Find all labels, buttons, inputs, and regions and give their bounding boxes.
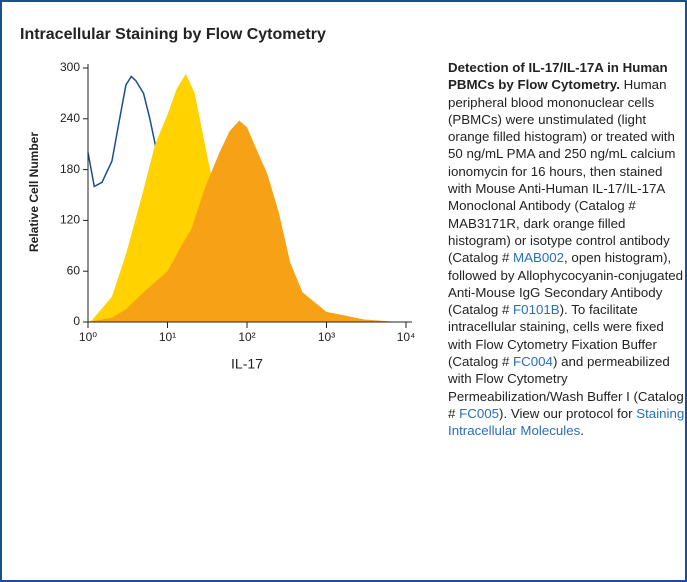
caption-text: ). View our protocol for	[499, 405, 637, 421]
x-tick-label: 10⁰	[79, 330, 97, 344]
x-axis-label: IL-17	[231, 356, 263, 372]
y-tick-label: 180	[60, 162, 80, 176]
chart: Relative Cell Number IL-17 0 60 120 180 240 3…	[27, 60, 416, 372]
panel-title: Intracellular Staining by Flow Cytometry	[20, 26, 326, 43]
caption-link[interactable]: F0101B	[513, 302, 560, 318]
y-tick-label: 60	[67, 263, 81, 277]
caption-text: ) and permeabilized with Flow Cytometry …	[448, 354, 684, 421]
y-tick-label: 300	[60, 60, 80, 74]
y-tick-label: 240	[60, 111, 80, 125]
caption-text: Human peripheral blood mononuclear cells…	[448, 77, 676, 266]
caption-text: .	[580, 423, 584, 439]
caption-text: Detection of IL-17/IL-17A in Human PBMCs…	[448, 60, 668, 93]
histogram-area	[88, 120, 399, 323]
x-tick-label: 10³	[318, 330, 335, 344]
caption: Detection of IL-17/IL-17A in Human PBMCs…	[448, 59, 686, 440]
caption-text: ). To facilitate intracellular staining,…	[448, 302, 664, 370]
x-tick-label: 10¹	[159, 330, 176, 344]
caption-link[interactable]: FC005	[459, 405, 500, 421]
x-tick-label: 10⁴	[397, 330, 416, 344]
caption-link[interactable]: MAB002	[513, 250, 565, 266]
y-axis-label: Relative Cell Number	[27, 132, 41, 252]
caption-text: , open histogram), followed by Allophyco…	[448, 250, 684, 318]
caption-link[interactable]: FC004	[513, 354, 553, 370]
x-tick-label: 10²	[238, 330, 255, 344]
caption-link[interactable]: Staining Intracellular Molecules	[448, 405, 685, 439]
y-tick-label: 0	[73, 314, 80, 328]
y-tick-label: 120	[60, 213, 80, 227]
